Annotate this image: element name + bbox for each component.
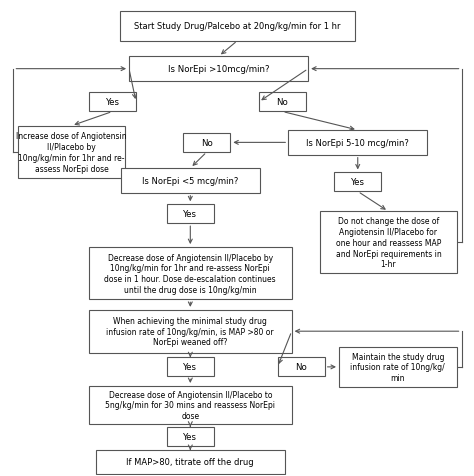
FancyBboxPatch shape [320, 212, 457, 274]
Text: Is NorEpi >10mcg/min?: Is NorEpi >10mcg/min? [168, 65, 269, 74]
FancyBboxPatch shape [89, 310, 292, 353]
Text: When achieving the minimal study drug
infusion rate of 10ng/kg/min, is MAP >80 o: When achieving the minimal study drug in… [107, 316, 274, 347]
Text: Yes: Yes [183, 432, 197, 441]
FancyBboxPatch shape [89, 386, 292, 424]
Text: Yes: Yes [106, 98, 119, 107]
FancyBboxPatch shape [334, 173, 381, 192]
FancyBboxPatch shape [278, 357, 325, 377]
FancyBboxPatch shape [119, 12, 356, 41]
FancyBboxPatch shape [183, 134, 230, 153]
Text: Yes: Yes [351, 178, 365, 187]
FancyBboxPatch shape [288, 131, 428, 156]
FancyBboxPatch shape [89, 248, 292, 300]
Text: Decrease dose of Angiotensin II/Placebo to
5ng/kg/min for 30 mins and reassess N: Decrease dose of Angiotensin II/Placebo … [105, 390, 275, 420]
Text: No: No [201, 139, 213, 148]
FancyBboxPatch shape [18, 127, 125, 178]
FancyBboxPatch shape [96, 450, 285, 474]
FancyBboxPatch shape [129, 57, 308, 82]
Text: Start Study Drug/Palcebo at 20ng/kg/min for 1 hr: Start Study Drug/Palcebo at 20ng/kg/min … [134, 22, 341, 31]
FancyBboxPatch shape [259, 93, 306, 112]
Text: Is NorEpi <5 mcg/min?: Is NorEpi <5 mcg/min? [142, 177, 238, 186]
Text: No: No [295, 363, 307, 372]
FancyBboxPatch shape [167, 357, 214, 377]
FancyBboxPatch shape [121, 169, 260, 193]
Text: Maintain the study drug
infusion rate of 10ng/kg/
min: Maintain the study drug infusion rate of… [350, 352, 445, 382]
Text: Yes: Yes [183, 210, 197, 219]
Text: No: No [276, 98, 288, 107]
Text: Do not change the dose of
Angiotensin II/Placebo for
one hour and reassess MAP
a: Do not change the dose of Angiotensin II… [336, 217, 441, 268]
Text: Decrease dose of Angiotensin II/Placebo by
10ng/kg/min for 1hr and re-assess Nor: Decrease dose of Angiotensin II/Placebo … [104, 253, 276, 294]
FancyBboxPatch shape [167, 427, 214, 446]
Text: If MAP>80, titrate off the drug: If MAP>80, titrate off the drug [127, 457, 254, 466]
FancyBboxPatch shape [339, 347, 457, 387]
FancyBboxPatch shape [89, 93, 136, 112]
Text: Is NorEpi 5-10 mcg/min?: Is NorEpi 5-10 mcg/min? [306, 139, 409, 148]
Text: Increase dose of Angiotensin
II/Placebo by
10ng/kg/min for 1hr and re-
assess No: Increase dose of Angiotensin II/Placebo … [16, 132, 127, 173]
FancyBboxPatch shape [167, 205, 214, 224]
Text: Yes: Yes [183, 363, 197, 372]
